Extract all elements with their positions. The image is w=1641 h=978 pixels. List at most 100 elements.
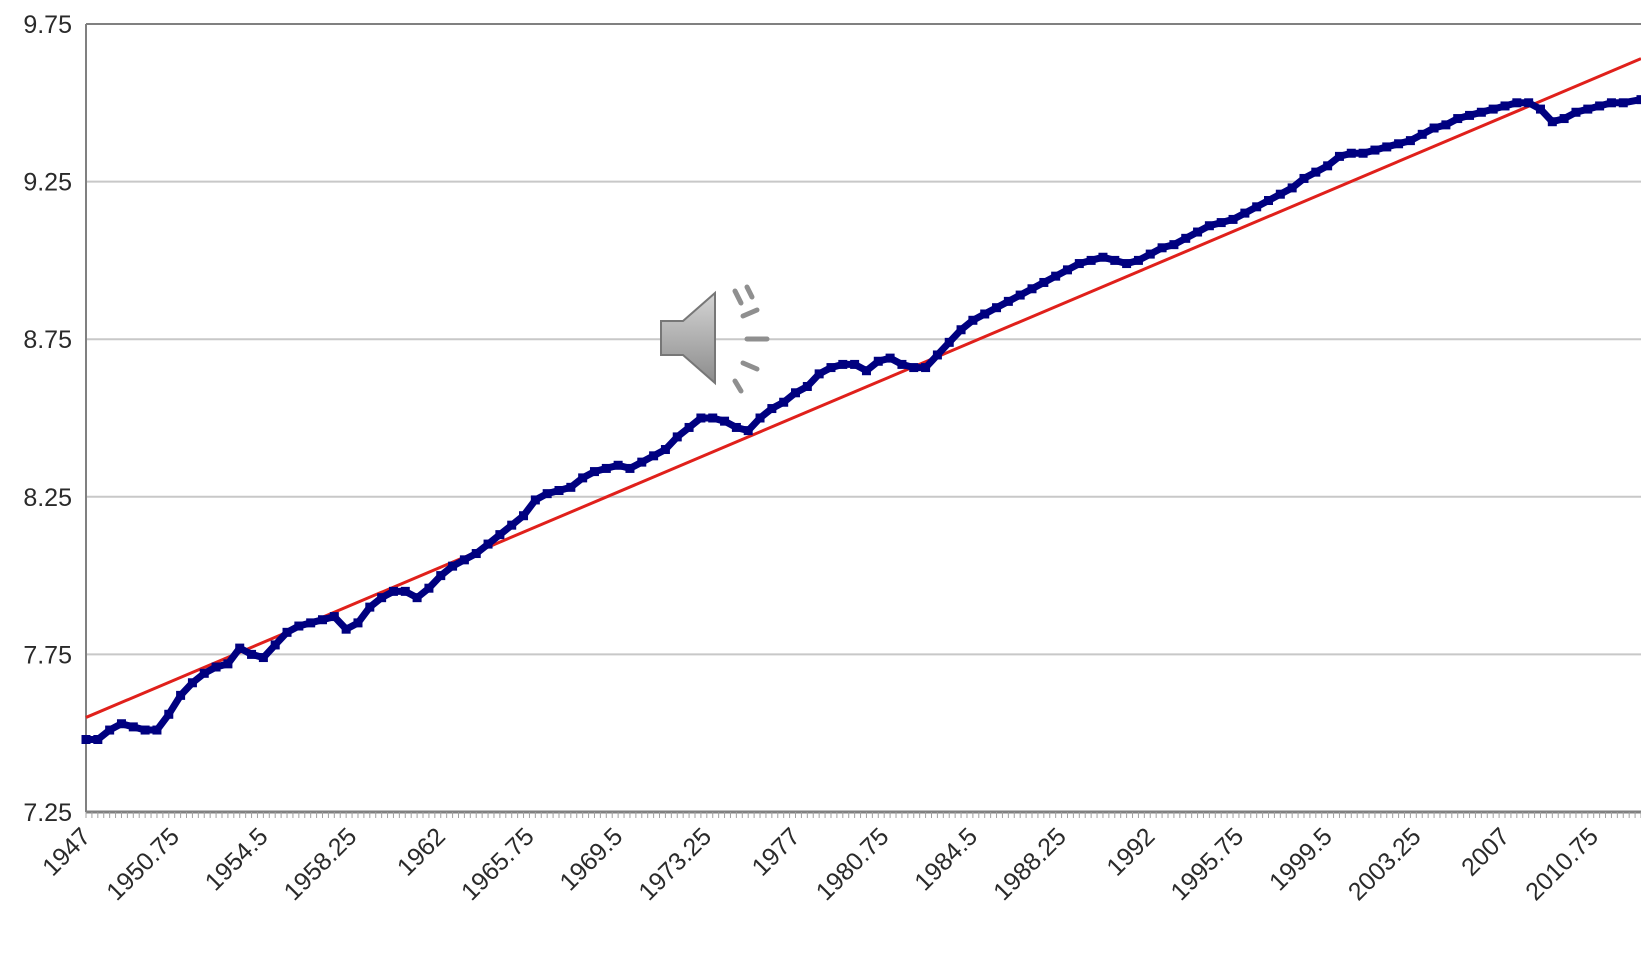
data-point bbox=[258, 653, 268, 663]
data-point bbox=[318, 615, 328, 625]
data-point bbox=[199, 668, 209, 678]
data-point bbox=[329, 612, 339, 622]
data-point bbox=[1145, 249, 1155, 259]
data-point bbox=[282, 627, 292, 637]
data-point bbox=[1110, 255, 1120, 265]
trend-line bbox=[85, 57, 1641, 719]
x-tick-label: 1962 bbox=[392, 822, 451, 881]
data-point bbox=[1606, 98, 1616, 108]
data-point bbox=[365, 602, 375, 612]
data-point bbox=[1264, 196, 1274, 206]
data-point bbox=[1051, 271, 1061, 281]
data-point bbox=[731, 422, 741, 432]
x-tick-label: 1980.75 bbox=[811, 822, 895, 906]
data-point bbox=[270, 640, 280, 650]
data-point bbox=[1275, 189, 1285, 199]
data-point bbox=[791, 388, 801, 398]
data-point bbox=[116, 719, 126, 729]
data-point bbox=[1405, 136, 1415, 146]
data-point bbox=[1122, 259, 1132, 269]
data-point bbox=[187, 678, 197, 688]
data-point bbox=[968, 315, 978, 325]
data-point bbox=[554, 485, 564, 495]
axes bbox=[85, 23, 1641, 818]
data-point bbox=[436, 571, 446, 581]
data-point bbox=[1240, 208, 1250, 218]
gridlines bbox=[86, 180, 1641, 656]
data-point bbox=[542, 489, 552, 499]
data-point bbox=[1086, 255, 1096, 265]
data-point bbox=[1204, 221, 1214, 231]
data-point bbox=[873, 356, 883, 366]
data-point bbox=[507, 520, 517, 530]
data-point bbox=[909, 363, 919, 373]
x-tick-label: 1950.75 bbox=[101, 822, 185, 906]
x-tick-label: 2007 bbox=[1456, 822, 1515, 881]
data-point bbox=[1062, 265, 1072, 275]
data-point bbox=[720, 416, 730, 426]
y-tick-labels: 7.25 7.75 8.25 8.75 9.25 9.75 bbox=[23, 11, 72, 827]
data-point bbox=[1429, 123, 1439, 133]
data-point bbox=[1559, 114, 1569, 124]
data-point bbox=[1394, 139, 1404, 149]
data-point bbox=[1382, 142, 1392, 152]
data-point bbox=[850, 359, 860, 369]
data-point bbox=[1512, 98, 1522, 108]
x-tick-label: 1995.75 bbox=[1165, 822, 1249, 906]
data-point bbox=[944, 337, 954, 347]
data-point bbox=[708, 413, 718, 423]
data-point bbox=[483, 539, 493, 549]
data-point bbox=[589, 467, 599, 477]
x-tick-label: 1977 bbox=[747, 822, 806, 881]
data-point bbox=[932, 350, 942, 360]
data-point bbox=[838, 359, 848, 369]
data-point bbox=[459, 555, 469, 565]
x-tick-label: 1973.25 bbox=[633, 822, 717, 906]
data-point bbox=[1133, 255, 1143, 265]
data-point bbox=[649, 451, 659, 461]
y-tick-label: 9.75 bbox=[23, 11, 72, 39]
data-point bbox=[861, 366, 871, 376]
speaker-volume-icon[interactable] bbox=[655, 283, 780, 395]
data-point bbox=[176, 690, 186, 700]
data-point bbox=[1027, 284, 1037, 294]
series-band bbox=[82, 96, 1641, 743]
data-point bbox=[1488, 104, 1498, 114]
x-tick-label: 1999.5 bbox=[1264, 822, 1338, 896]
data-point bbox=[530, 495, 540, 505]
data-point bbox=[767, 404, 777, 414]
data-point bbox=[471, 549, 481, 559]
data-point bbox=[1157, 243, 1167, 253]
data-point bbox=[1465, 110, 1475, 120]
data-point bbox=[1311, 167, 1321, 177]
data-point bbox=[1323, 161, 1333, 171]
x-tick-label: 1958.25 bbox=[279, 822, 363, 906]
data-point bbox=[613, 460, 623, 470]
data-point bbox=[1618, 98, 1628, 108]
data-point bbox=[388, 586, 398, 596]
data-point bbox=[1583, 104, 1593, 114]
x-tick-label: 1969.5 bbox=[555, 822, 629, 896]
data-point bbox=[1074, 259, 1084, 269]
data-point bbox=[601, 463, 611, 473]
data-point bbox=[684, 422, 694, 432]
data-point bbox=[1181, 233, 1191, 243]
data-point bbox=[660, 445, 670, 455]
data-point bbox=[235, 643, 245, 653]
data-point bbox=[802, 381, 812, 391]
data-point bbox=[1228, 214, 1238, 224]
data-point bbox=[400, 586, 410, 596]
data-point bbox=[1346, 148, 1356, 158]
data-point bbox=[1003, 296, 1013, 306]
data-point bbox=[1370, 145, 1380, 155]
x-tick-label: 1965.75 bbox=[456, 822, 540, 906]
data-point bbox=[1299, 173, 1309, 183]
data-point bbox=[696, 413, 706, 423]
x-tick-label: 1947 bbox=[37, 822, 96, 881]
data-point bbox=[1169, 240, 1179, 250]
data-point bbox=[1571, 107, 1581, 117]
data-point bbox=[1098, 252, 1108, 262]
data-point bbox=[1287, 183, 1297, 193]
data-point bbox=[1358, 148, 1368, 158]
